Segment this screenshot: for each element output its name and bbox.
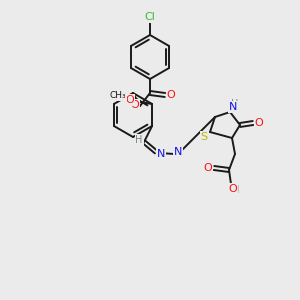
Text: Cl: Cl bbox=[145, 12, 155, 22]
Text: N: N bbox=[229, 102, 237, 112]
Text: O: O bbox=[167, 90, 176, 100]
Text: S: S bbox=[200, 132, 208, 142]
Text: O: O bbox=[126, 95, 134, 105]
Text: H: H bbox=[135, 135, 143, 145]
Text: CH₃: CH₃ bbox=[110, 92, 126, 100]
Text: H: H bbox=[232, 185, 240, 195]
Text: O: O bbox=[130, 100, 140, 110]
Text: O: O bbox=[229, 184, 237, 194]
Text: N: N bbox=[157, 149, 165, 159]
Text: H: H bbox=[231, 99, 239, 109]
Text: O: O bbox=[204, 163, 212, 173]
Text: N: N bbox=[174, 147, 182, 157]
Text: O: O bbox=[255, 118, 263, 128]
